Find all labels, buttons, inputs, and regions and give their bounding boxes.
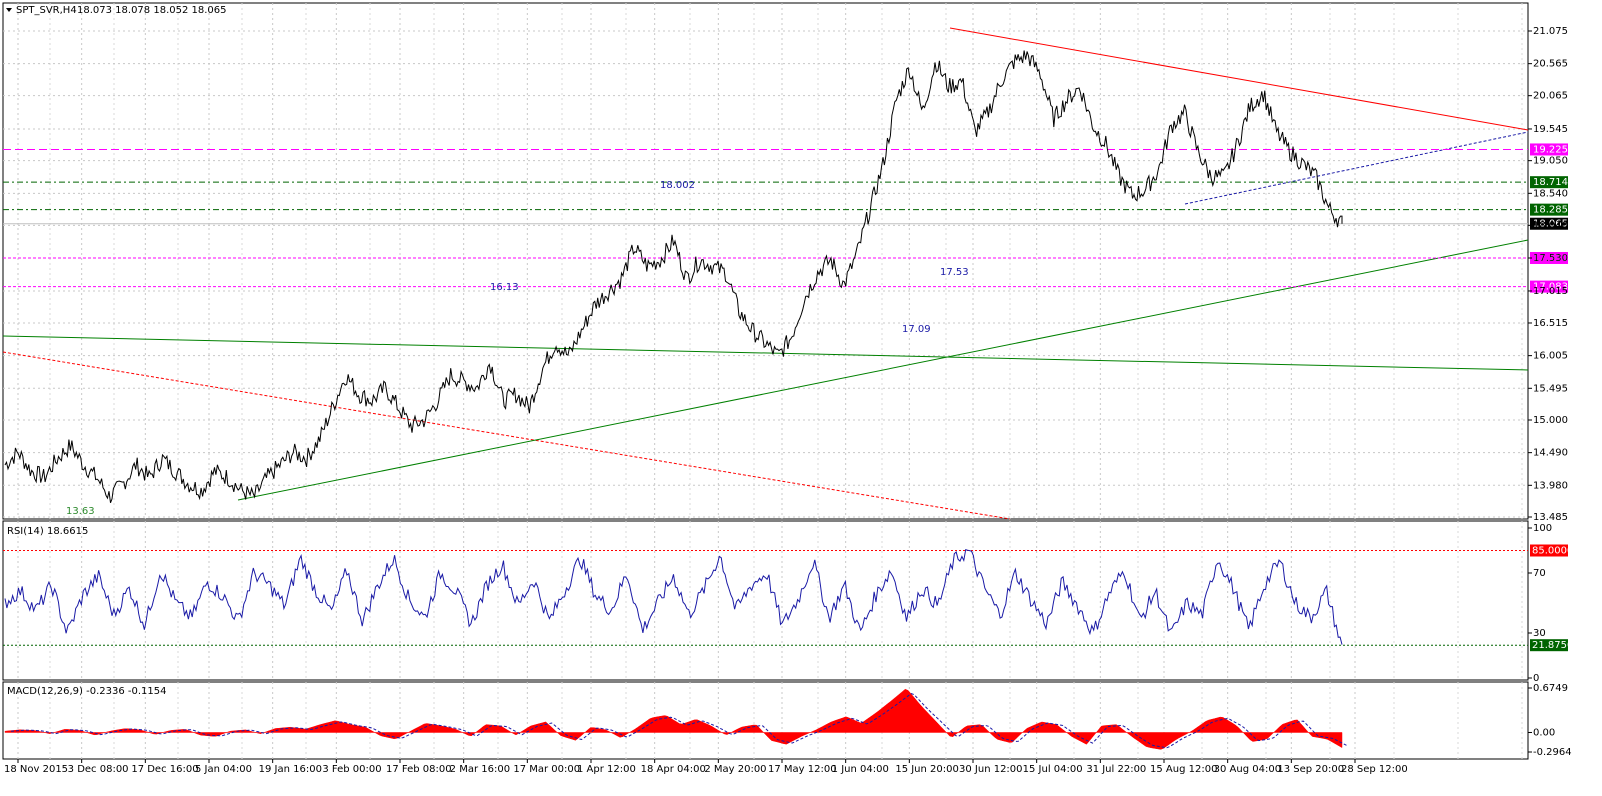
trendline-green-support [237, 239, 1529, 501]
x-tick-label: 15 Jul 04:00 [1023, 764, 1083, 775]
x-tick-label: 17 Mar 00:00 [513, 764, 580, 775]
y-tick-label: 14.490 [1533, 448, 1568, 459]
macd-tick-label: 0.6749 [1533, 683, 1568, 694]
rsi-level-label: 85.0000 [1532, 546, 1573, 557]
x-tick-label: 15 Aug 12:00 [1150, 764, 1217, 775]
x-tick-label: 30 Jun 12:00 [959, 764, 1023, 775]
trendline-blue-dotted [1184, 131, 1529, 205]
y-tick-label: 17.530 [1533, 253, 1568, 264]
price-line [4, 50, 1343, 503]
rsi-panel-frame [2, 520, 1529, 681]
y-tick-label: 16.515 [1533, 318, 1568, 329]
price-series [4, 50, 1343, 503]
y-tick-label: 13.980 [1533, 480, 1568, 491]
symbol-label: SPT_SVR,H4 [16, 5, 77, 16]
rsi-series: 100 70 30 0 85.0000 21.8750 [3, 523, 1573, 684]
y-tick-label: 19.050 [1533, 156, 1568, 167]
price-axis: 21.075 20.565 20.065 19.545 19.050 18.540 18.0… [1528, 26, 1568, 523]
x-tick-label: 17 Feb 08:00 [386, 764, 452, 775]
level-badge-label: 18.285 [1533, 205, 1568, 216]
annotation-label: 17.53 [940, 267, 969, 278]
x-tick-label: 15 Jun 20:00 [895, 764, 959, 775]
rsi-level-badge [1530, 544, 1568, 557]
level-badge-label: 17.530 [1533, 253, 1568, 264]
y-tick-label: 15.495 [1533, 383, 1568, 394]
y-tick-label: 20.565 [1533, 59, 1568, 70]
price-panel-frame [2, 2, 1529, 520]
level-badge-label: 19.225 [1533, 144, 1568, 155]
rsi-tick-label: 0 [1533, 673, 1539, 684]
rsi-label: RSI(14) 18.6615 [7, 526, 88, 537]
ohlc-label: 18.073 18.078 18.052 18.065 [77, 5, 227, 16]
y-tick-label: 21.075 [1533, 26, 1568, 37]
y-tick-label: 16.005 [1533, 351, 1568, 362]
x-tick-label: 3 Dec 08:00 [68, 764, 129, 775]
y-tick-label: 18.040 [1533, 220, 1568, 231]
macd-signal-line [10, 693, 1349, 749]
macd-series: 0.6749 0.00 -0.2964 [4, 683, 1572, 758]
macd-tick-label: -0.2964 [1533, 747, 1572, 758]
annotation-label: 13.63 [66, 506, 95, 517]
grid [3, 3, 1528, 759]
horizontal-levels: 19.225 18.714 18.285 17.530 17.083 18.065 [3, 143, 1568, 293]
trendline-green-horizontal [2, 335, 1529, 371]
x-tick-label: 1 Jun 04:00 [832, 764, 889, 775]
current-price-badge [1530, 217, 1568, 230]
macd-histogram [4, 688, 1343, 750]
macd-label: MACD(12,26,9) -0.2336 -0.1154 [7, 686, 167, 697]
rsi-level-label: 21.8750 [1532, 640, 1573, 651]
current-price-label: 18.065 [1533, 219, 1568, 230]
trendline-red-upper [949, 27, 1529, 131]
rsi-tick-label: 100 [1533, 523, 1552, 534]
annotation-label: 17.09 [902, 324, 931, 335]
x-tick-label: 19 Jan 16:00 [259, 764, 322, 775]
y-tick-label: 18.540 [1533, 188, 1568, 199]
annotation-label: 18.002 [660, 180, 695, 191]
y-tick-label: 15.000 [1533, 415, 1568, 426]
time-axis: 18 Nov 2015 3 Dec 08:00 17 Dec 16:005 Jan … [4, 759, 1408, 775]
y-tick-label: 20.065 [1533, 91, 1568, 102]
level-badge-label: 17.083 [1533, 282, 1568, 293]
rsi-level-badge [1530, 639, 1568, 652]
macd-panel-frame [2, 681, 1529, 760]
level-badge [1530, 280, 1568, 293]
x-tick-label: 17 Dec 16:00 [131, 764, 198, 775]
y-tick-label: 19.545 [1533, 124, 1568, 135]
x-tick-label: 28 Sep 12:00 [1341, 764, 1408, 775]
x-tick-label: 31 Jul 22:00 [1086, 764, 1146, 775]
level-badge-label: 18.714 [1533, 177, 1568, 188]
chart-annotations: 18.002 16.13 17.53 17.09 13.63 [66, 180, 969, 517]
x-tick-label: 18 Nov 2015 [4, 764, 68, 775]
x-tick-label: 1 Apr 12:00 [577, 764, 636, 775]
trendline-red-dotted [2, 351, 1011, 520]
collapse-triangle-icon[interactable] [6, 8, 12, 12]
x-tick-label: 2 Mar 16:00 [450, 764, 510, 775]
x-tick-label: 18 Apr 04:00 [641, 764, 706, 775]
level-badge [1530, 251, 1568, 264]
rsi-tick-label: 30 [1533, 628, 1546, 639]
x-tick-label: 13 Sep 20:00 [1277, 764, 1344, 775]
level-badge [1530, 203, 1568, 216]
x-tick-label: 17 May 12:00 [768, 764, 837, 775]
x-tick-label: 5 Jan 04:00 [195, 764, 252, 775]
annotation-label: 16.13 [490, 282, 519, 293]
level-badge [1530, 176, 1568, 189]
x-tick-label: 30 Aug 04:00 [1214, 764, 1281, 775]
x-tick-label: 2 May 20:00 [704, 764, 766, 775]
level-badge [1530, 143, 1568, 156]
y-tick-label: 13.485 [1533, 512, 1568, 523]
rsi-line [4, 548, 1343, 645]
x-tick-label: 3 Feb 00:00 [322, 764, 381, 775]
y-tick-label: 17.015 [1533, 286, 1568, 297]
rsi-tick-label: 70 [1533, 568, 1546, 579]
macd-tick-label: 0.00 [1533, 727, 1555, 738]
